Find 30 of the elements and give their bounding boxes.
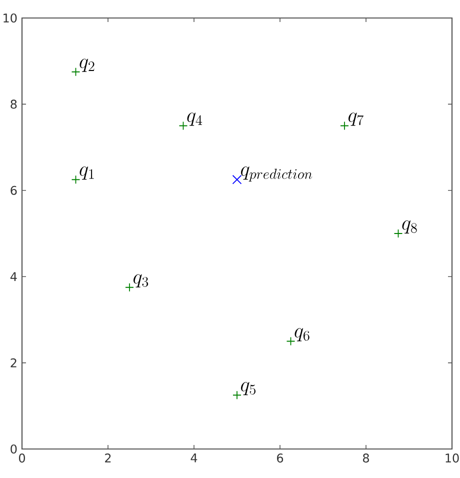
point: [71, 67, 80, 76]
annotation: $q_{7}$: [348, 112, 364, 126]
annotation: $q_{8}$: [402, 220, 417, 234]
point: [232, 174, 242, 184]
point: [125, 282, 134, 292]
point: [394, 229, 403, 238]
annotation: $q_{1}$: [80, 166, 94, 180]
y-tick-label: 4: [10, 272, 17, 281]
x-tick-label: 8: [363, 454, 369, 463]
point: [178, 121, 188, 130]
y-tick-label: 0: [10, 444, 17, 454]
y-tick-label: 2: [10, 358, 16, 368]
annotation: $q_{4}$: [187, 112, 202, 126]
point: [286, 336, 296, 346]
annotation: $q_{6}$: [294, 328, 310, 342]
y-tick-label: 8: [10, 100, 17, 109]
x-tick-label: 4: [190, 454, 198, 462]
x-tick-label: 2: [105, 454, 111, 462]
annotation: $q_{3}$: [134, 274, 148, 288]
x-tick-label: 10: [446, 454, 459, 463]
x-tick-label: 0: [18, 454, 26, 463]
x-tick-label: 6: [277, 454, 284, 463]
point: [340, 121, 349, 130]
annotation: $q_{5}$: [241, 382, 256, 396]
annotation: $q_{2}$: [80, 58, 94, 72]
y-tick-label: 10: [4, 13, 17, 23]
annotation: $q_{prediction}$: [241, 166, 312, 182]
point: [232, 390, 242, 400]
point: [71, 175, 80, 184]
y-tick-label: 6: [10, 186, 17, 195]
